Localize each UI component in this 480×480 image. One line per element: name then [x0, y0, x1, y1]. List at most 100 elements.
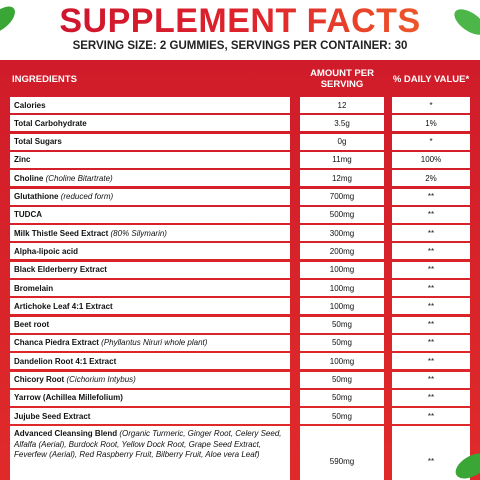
- ingredient-note: (Choline Bitartrate): [45, 173, 113, 183]
- ingredient-text: Artichoke Leaf 4:1 Extract: [14, 302, 113, 311]
- ingredient-cell: Alpha-lipoic acid: [10, 243, 290, 260]
- ingredient-name: Milk Thistle Seed Extract: [14, 228, 109, 238]
- daily-value-cell: **: [392, 261, 470, 278]
- ingredient-name: Bromelain: [14, 283, 54, 293]
- subtitle: SERVING SIZE: 2 GUMMIES, SERVINGS PER CO…: [72, 40, 408, 52]
- ingredient-text: Beet root: [14, 320, 49, 329]
- ingredient-name: Chanca Piedra Extract: [14, 338, 99, 348]
- ingredient-name: Alpha-lipoic acid: [14, 246, 79, 256]
- amount-cell: 200mg: [300, 243, 384, 260]
- amount-cell: 50mg: [300, 334, 384, 351]
- daily-value-cell: **: [392, 389, 470, 406]
- ingredient-note: (reduced form): [60, 192, 114, 201]
- daily-value-cell: **: [392, 316, 470, 333]
- daily-value-cell: **: [392, 334, 470, 351]
- ingredient-note: (Organic Turmeric, Ginger Root, Celery S…: [14, 429, 282, 460]
- ingredient-cell: Dandelion Root 4:1 Extract: [10, 353, 290, 370]
- amount-cell: 500mg: [300, 206, 384, 223]
- daily-value-cell: **: [392, 243, 470, 260]
- ingredient-text: Yarrow (Achillea Millefolium): [14, 393, 123, 402]
- ingredient-cell: Advanced Cleansing Blend (Organic Turmer…: [10, 426, 290, 480]
- column-header: % DAILY VALUE*: [392, 74, 470, 85]
- ingredient-name: Zinc: [14, 155, 31, 165]
- amount-cell: 100mg: [300, 280, 384, 296]
- ingredient-name: Yarrow (Achillea Millefolium): [14, 393, 123, 403]
- amount-cell: 3.5g: [300, 115, 384, 132]
- ingredient-cell: Yarrow (Achillea Millefolium): [10, 389, 290, 406]
- ingredient-text: Black Elderberry Extract: [14, 265, 107, 274]
- ingredient-name: Glutathione: [14, 192, 59, 201]
- amount-cell: 590mg: [300, 426, 384, 480]
- facts-table: INGREDIENTS AMOUNT PER SERVING % DAILY V…: [0, 60, 480, 480]
- daily-value-cell: 2%: [392, 170, 470, 187]
- ingredient-text: Calories: [14, 101, 46, 110]
- amount-cell: 50mg: [300, 408, 384, 425]
- ingredient-text: Total Sugars: [14, 137, 62, 146]
- ingredient-cell: Milk Thistle Seed Extract (80% Silymarin…: [10, 225, 290, 242]
- ingredient-name: Artichoke Leaf 4:1 Extract: [14, 301, 113, 311]
- ingredient-cell: Calories: [10, 97, 290, 113]
- ingredient-text: Zinc: [14, 155, 30, 164]
- ingredient-text: TUDCA: [14, 210, 42, 219]
- ingredient-cell: Jujube Seed Extract: [10, 408, 290, 425]
- daily-value-cell: **: [392, 188, 470, 205]
- title: SUPPLEMENT FACTS: [0, 2, 480, 41]
- daily-value-cell: *: [392, 133, 470, 150]
- ingredient-text: Choline (Choline Bitartrate): [14, 174, 113, 183]
- ingredient-cell: Artichoke Leaf 4:1 Extract: [10, 298, 290, 315]
- amount-cell: 50mg: [300, 371, 384, 388]
- ingredient-text: Chicory Root (Cichorium Intybus): [14, 375, 136, 384]
- amount-cell: 11mg: [300, 151, 384, 168]
- amount-cell: 50mg: [300, 316, 384, 333]
- amount-cell: 100mg: [300, 298, 384, 315]
- ingredient-cell: Bromelain: [10, 280, 290, 296]
- daily-value-cell: **: [392, 298, 470, 315]
- ingredient-text: Dandelion Root 4:1 Extract: [14, 357, 116, 366]
- ingredient-text: Glutathione (reduced form): [14, 192, 113, 201]
- ingredient-name: Chicory Root: [14, 375, 65, 384]
- daily-value-cell: 1%: [392, 115, 470, 132]
- ingredient-cell: Beet root: [10, 316, 290, 333]
- amount-cell: 12: [300, 97, 384, 113]
- ingredient-text: Alpha-lipoic acid: [14, 247, 78, 256]
- ingredient-note: (80% Silymarin): [110, 228, 167, 238]
- amount-cell: 100mg: [300, 261, 384, 278]
- ingredient-text: Jujube Seed Extract: [14, 412, 90, 421]
- ingredient-name: Choline: [14, 173, 44, 183]
- leaf-decoration: [454, 9, 480, 35]
- ingredient-name: Dandelion Root 4:1 Extract: [14, 356, 117, 366]
- ingredient-name: Total Carbohydrate: [14, 118, 87, 128]
- amount-cell: 700mg: [300, 188, 384, 205]
- ingredient-cell: Glutathione (reduced form): [10, 188, 290, 205]
- amount-cell: 12mg: [300, 170, 384, 187]
- ingredient-cell: Choline (Choline Bitartrate): [10, 170, 290, 187]
- ingredient-cell: Chicory Root (Cichorium Intybus): [10, 371, 290, 388]
- ingredient-cell: Total Carbohydrate: [10, 115, 290, 132]
- column-header: INGREDIENTS: [12, 74, 77, 85]
- daily-value-cell: **: [392, 225, 470, 242]
- ingredient-cell: Black Elderberry Extract: [10, 261, 290, 278]
- ingredient-text: Chanca Piedra Extract (Phyllantus Niruri…: [14, 338, 207, 347]
- leaf-decoration: [0, 6, 15, 34]
- daily-value-cell: 100%: [392, 151, 470, 168]
- amount-cell: 50mg: [300, 389, 384, 406]
- ingredient-name: Calories: [14, 100, 46, 110]
- daily-value-cell: **: [392, 206, 470, 223]
- daily-value-cell: *: [392, 97, 470, 113]
- daily-value-cell: **: [392, 371, 470, 388]
- column-header: AMOUNT PER SERVING: [310, 68, 374, 90]
- ingredient-name: Total Sugars: [14, 137, 62, 147]
- leaf-decoration: [455, 453, 480, 479]
- amount-cell: 100mg: [300, 353, 384, 370]
- ingredient-name: TUDCA: [14, 210, 42, 220]
- ingredient-text: Total Carbohydrate: [14, 119, 87, 128]
- daily-value-cell: **: [392, 353, 470, 370]
- amount-cell: 0g: [300, 133, 384, 150]
- ingredient-text: Milk Thistle Seed Extract (80% Silymarin…: [14, 229, 167, 238]
- ingredient-note: (Phyllantus Niruri whole plant): [101, 338, 208, 348]
- ingredient-name: Black Elderberry Extract: [14, 265, 107, 275]
- ingredient-cell: Chanca Piedra Extract (Phyllantus Niruri…: [10, 334, 290, 351]
- daily-value-cell: **: [392, 408, 470, 425]
- ingredient-text: Bromelain: [14, 284, 53, 293]
- daily-value-cell: **: [392, 280, 470, 296]
